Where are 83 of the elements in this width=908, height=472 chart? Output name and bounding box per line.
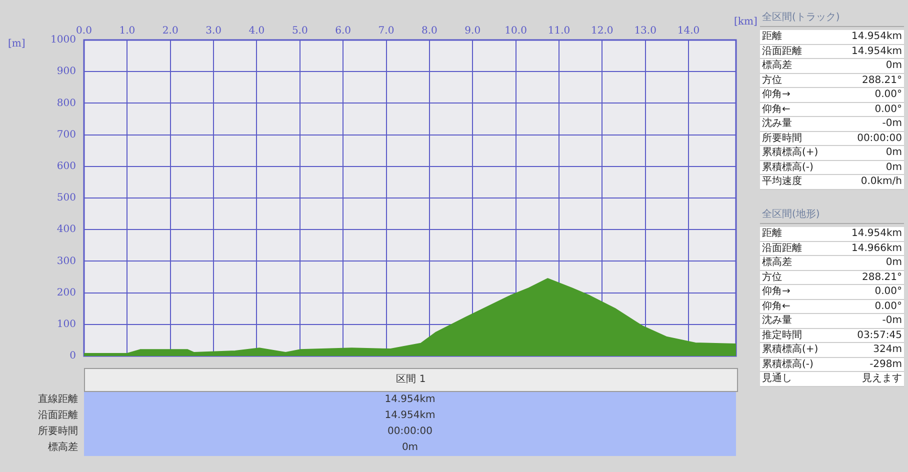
text: 所要時間	[37, 424, 78, 439]
text: 沿面距離	[37, 409, 78, 423]
text: 累積標高(-)	[760, 160, 836, 174]
x-tick-label: 5.0	[292, 26, 308, 37]
x-tick-label: 11.0	[548, 26, 570, 37]
y-tick-label: 700	[56, 129, 76, 140]
text: 沈み量	[760, 314, 836, 328]
text: -0m	[836, 314, 904, 328]
x-tick-label: 10.0	[504, 26, 527, 37]
text: 288.21°	[836, 73, 904, 88]
text: 仰角←	[760, 102, 836, 116]
y-tick-label: 100	[56, 318, 76, 330]
text: 0.00°	[836, 88, 904, 102]
text: 仰角←	[760, 299, 836, 314]
x-tick-label: 13.0	[634, 26, 656, 37]
x-tick-label: 9.0	[464, 26, 481, 37]
y-tick-label: 300	[56, 256, 76, 267]
text: 0.0km/h	[836, 174, 904, 189]
text: 0.00°	[836, 299, 904, 314]
text: 14.954km	[836, 44, 904, 58]
text: 距離	[760, 30, 836, 44]
text: 14.954km	[836, 227, 904, 241]
text: 平均速度	[760, 174, 836, 189]
x-tick-label: 12.0	[591, 26, 614, 37]
text: 所要時間	[760, 131, 836, 146]
text: 標高差	[760, 58, 836, 73]
x-tick-label: 0.0	[76, 26, 92, 37]
text: 0.00°	[836, 102, 904, 116]
x-tick-label: 6.0	[335, 26, 352, 37]
text: 沿面距離	[760, 44, 836, 58]
x-tick-label: 8.0	[421, 26, 438, 37]
text: 00:00:00	[836, 131, 904, 146]
text: 累積標高(+)	[760, 342, 836, 357]
text: 0m	[836, 256, 904, 270]
x-tick-label: 4.0	[248, 26, 265, 37]
text: 見通し	[760, 372, 836, 386]
text: 方位	[760, 73, 836, 88]
text: 0m	[84, 440, 736, 456]
y-tick-label: 800	[56, 98, 76, 109]
text: 直線距離	[37, 392, 78, 407]
text: 累積標高(-)	[760, 357, 836, 372]
x-tick-label: 14.0	[677, 26, 700, 37]
text: 0m	[836, 58, 904, 73]
x-tick-label: 7.0	[378, 26, 394, 37]
y-tick-label: 600	[56, 160, 76, 172]
text: 全区間(トラック)	[760, 8, 904, 27]
x-axis-title: [km]	[734, 16, 758, 28]
text: 14.954km	[84, 408, 736, 424]
text: 00:00:00	[84, 424, 736, 440]
text: 方位	[760, 270, 836, 284]
text: 0m	[836, 146, 904, 160]
text: 288.21°	[836, 270, 904, 284]
text: 0m	[836, 160, 904, 174]
y-axis-title: [m]	[8, 38, 26, 50]
text: 累積標高(+)	[760, 146, 836, 160]
text: 見えます	[836, 372, 904, 386]
text: 標高差	[760, 256, 836, 270]
y-tick-label: 900	[56, 66, 76, 78]
y-tick-label: 400	[56, 224, 76, 236]
y-tick-label: 0	[70, 350, 76, 362]
text: 距離	[760, 227, 836, 241]
text: 仰角→	[760, 88, 836, 102]
y-tick-label: 200	[56, 287, 76, 298]
x-tick-label: 3.0	[206, 26, 222, 37]
text: 区間 1	[84, 368, 738, 392]
text: 標高差	[47, 440, 78, 455]
text: 全区間(地形)	[760, 205, 904, 224]
text: 03:57:45	[836, 328, 904, 342]
y-tick-label: 1000	[50, 34, 76, 46]
text: 14.954km	[84, 392, 736, 408]
text: 324m	[836, 342, 904, 357]
text: 沿面距離	[760, 241, 836, 256]
text: 仰角→	[760, 284, 836, 299]
text: 沈み量	[760, 116, 836, 131]
text: 14.966km	[836, 241, 904, 256]
x-tick-label: 1.0	[119, 26, 136, 37]
x-tick-label: 2.0	[162, 26, 178, 37]
y-tick-label: 500	[56, 192, 76, 204]
text: -0m	[836, 116, 904, 131]
text: -298m	[836, 357, 904, 372]
text: 0.00°	[836, 284, 904, 299]
text: 推定時間	[760, 328, 836, 342]
text: 14.954km	[836, 30, 904, 44]
